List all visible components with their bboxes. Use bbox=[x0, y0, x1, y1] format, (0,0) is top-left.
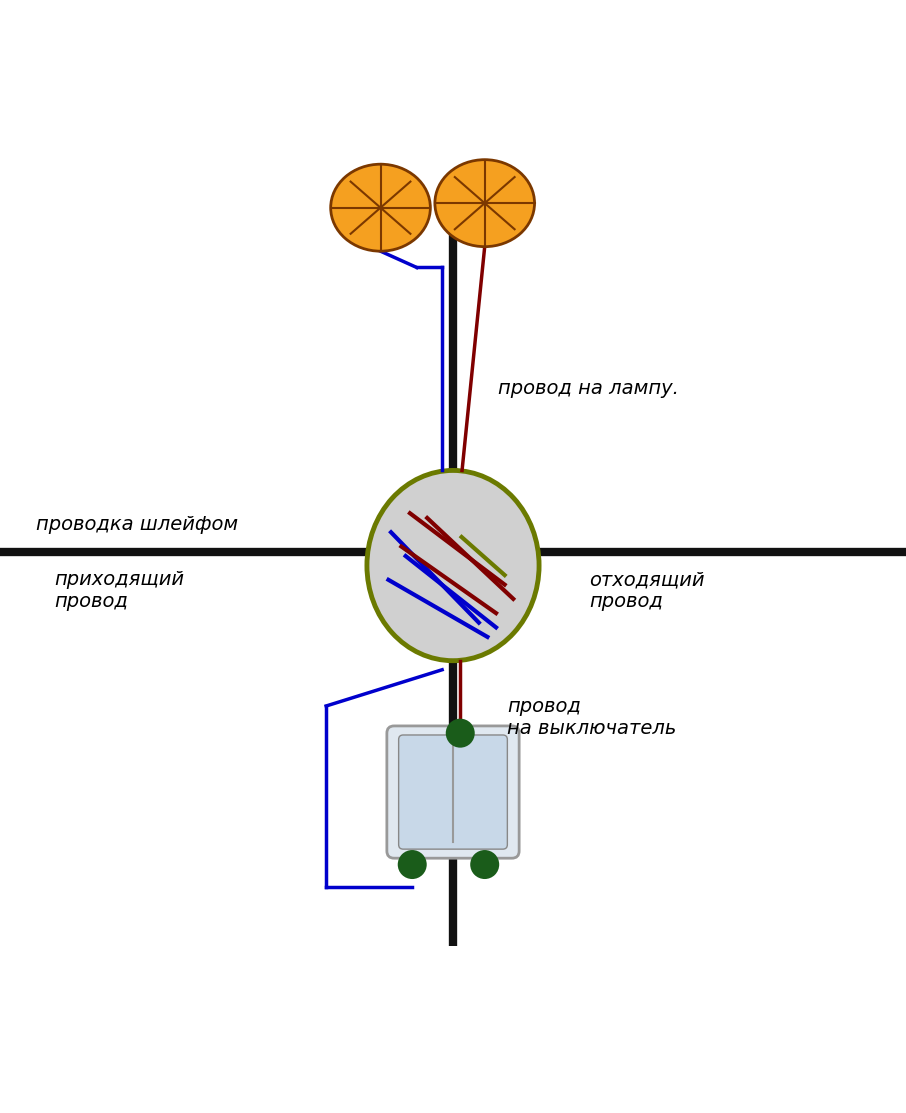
Ellipse shape bbox=[435, 159, 535, 247]
Circle shape bbox=[470, 850, 499, 879]
Circle shape bbox=[446, 719, 475, 748]
Text: отходящий
провод: отходящий провод bbox=[589, 570, 704, 611]
Text: провод на лампу.: провод на лампу. bbox=[498, 380, 680, 398]
Ellipse shape bbox=[367, 471, 539, 661]
Text: провод
на выключатель: провод на выключатель bbox=[507, 697, 677, 738]
FancyBboxPatch shape bbox=[387, 726, 519, 858]
Ellipse shape bbox=[331, 165, 430, 252]
Circle shape bbox=[398, 850, 427, 879]
Text: приходящий
провод: приходящий провод bbox=[54, 570, 184, 611]
FancyBboxPatch shape bbox=[399, 735, 507, 849]
Text: проводка шлейфом: проводка шлейфом bbox=[36, 515, 238, 534]
